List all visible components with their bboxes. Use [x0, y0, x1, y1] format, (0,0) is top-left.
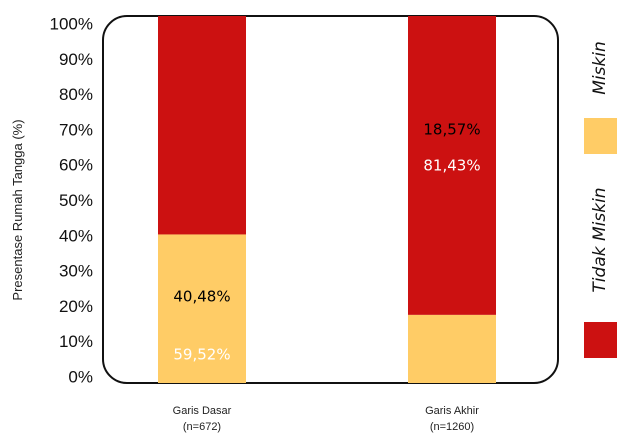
legend-label: Miskin — [590, 41, 610, 95]
y-tick-label: 60% — [59, 156, 93, 175]
bar-segment-tidak-miskin — [408, 16, 496, 315]
y-tick-label: 70% — [59, 120, 93, 139]
bar-segment-miskin — [408, 314, 496, 383]
category-labels: Garis Dasar (n=672) Garis Akhir (n=1260) — [173, 405, 480, 433]
y-tick-label: 30% — [59, 262, 93, 281]
y-tick-label: 90% — [59, 50, 93, 69]
y-tick-label: 0% — [68, 367, 93, 386]
category-label: Garis Dasar — [173, 405, 232, 417]
y-tick-label: 80% — [59, 85, 93, 104]
category-label: Garis Akhir — [425, 405, 479, 417]
data-label: 40,48% — [173, 288, 230, 306]
data-label: 18,57% — [423, 121, 480, 139]
y-axis-label: Presentase Rumah Tangga (%) — [10, 119, 25, 300]
y-tick-label: 20% — [59, 297, 93, 316]
legend-swatch — [584, 322, 617, 358]
category-n-label: (n=672) — [183, 421, 221, 433]
y-tick-label: 40% — [59, 226, 93, 245]
legend-swatch — [584, 118, 617, 154]
y-tick-label: 100% — [50, 14, 93, 33]
bar-segment-tidak-miskin — [158, 16, 246, 235]
y-tick-labels: 0% 10% 20% 30% 40% 50% 60% 70% 80% 90% 100% — [50, 14, 93, 386]
legend-label: Tidak Miskin — [590, 187, 610, 292]
data-label: 81,43% — [423, 157, 480, 175]
legend: Miskin Tidak Miskin — [584, 41, 617, 358]
y-tick-label: 50% — [59, 191, 93, 210]
category-n-label: (n=1260) — [430, 421, 474, 433]
y-tick-label: 10% — [59, 332, 93, 351]
data-label: 59,52% — [173, 346, 230, 364]
bars-group: 40,48% 59,52% 18,57% 81,43% — [158, 16, 496, 383]
bar-segment-miskin — [158, 234, 246, 383]
